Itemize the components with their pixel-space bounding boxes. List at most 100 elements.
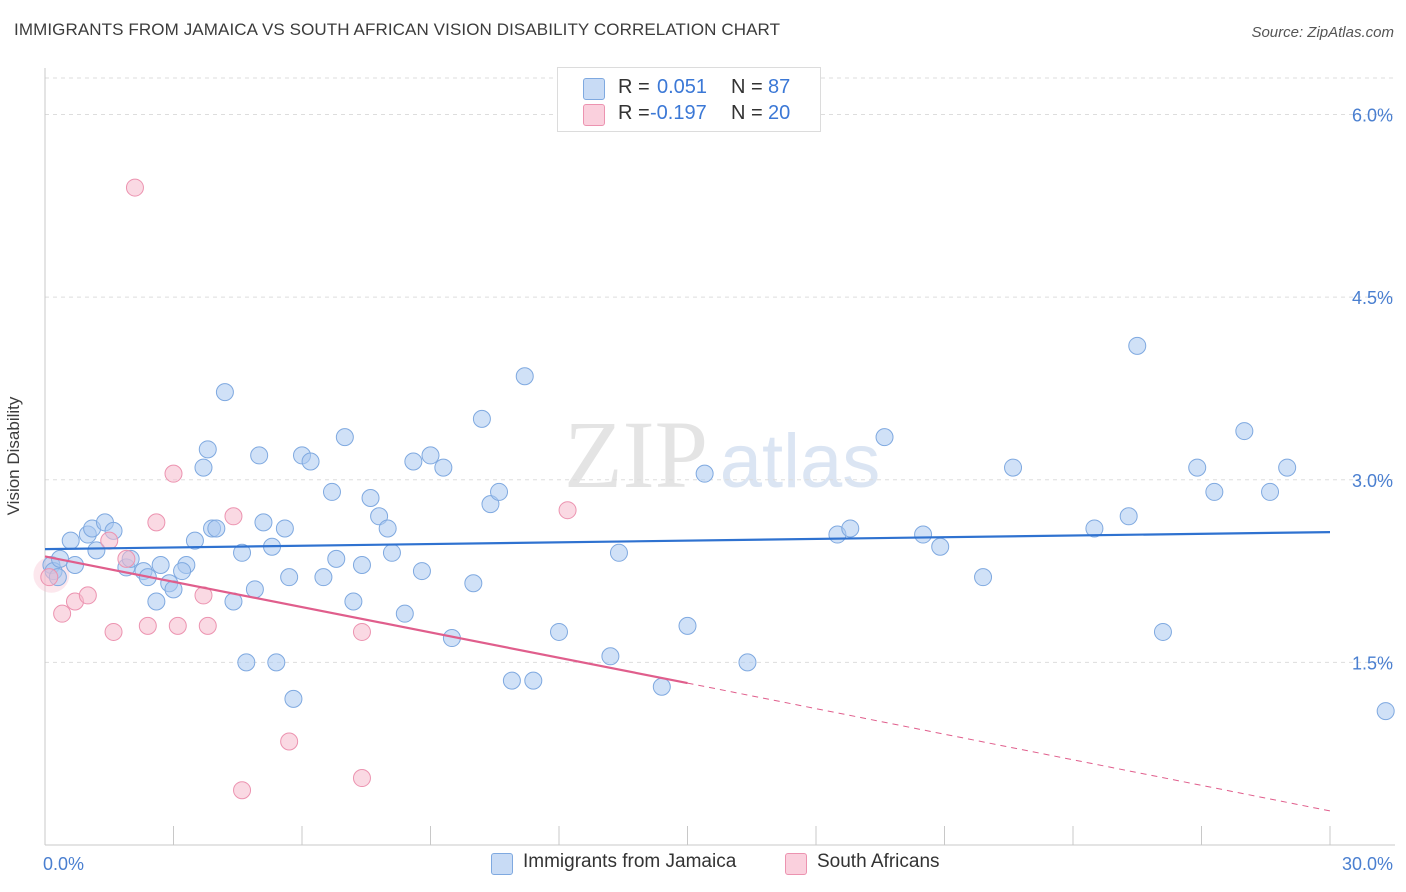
south-african-point bbox=[78, 586, 97, 605]
watermark-zip: ZIP bbox=[564, 401, 708, 508]
y-tick-label: 6.0% bbox=[1352, 106, 1393, 126]
jamaica-point bbox=[395, 604, 414, 623]
jamaica-point bbox=[237, 653, 256, 672]
chart-title: IMMIGRANTS FROM JAMAICA VS SOUTH AFRICAN… bbox=[14, 20, 781, 39]
jamaica-point bbox=[1004, 458, 1023, 477]
points-layer bbox=[33, 178, 1395, 800]
jamaica-point bbox=[652, 677, 671, 696]
jamaica-point bbox=[198, 440, 217, 459]
legend-r-label: R = bbox=[618, 102, 650, 124]
south-african-point bbox=[117, 549, 136, 568]
legend-swatch-south-africans bbox=[583, 104, 605, 126]
south-african-point bbox=[125, 178, 144, 197]
jamaica-point bbox=[185, 531, 204, 550]
south-african-point bbox=[558, 501, 577, 520]
jamaica-point bbox=[464, 574, 483, 593]
south-african-point bbox=[352, 622, 371, 641]
jamaica-point bbox=[524, 671, 543, 690]
jamaica-point bbox=[472, 409, 491, 428]
jamaica-point bbox=[314, 568, 333, 587]
south-african-point bbox=[53, 604, 72, 623]
jamaica-point bbox=[434, 458, 453, 477]
jamaica-point bbox=[841, 519, 860, 538]
jamaica-point bbox=[875, 428, 894, 447]
south-african-point bbox=[233, 781, 252, 800]
legend-n-label: N = bbox=[731, 76, 763, 98]
jamaica-point bbox=[65, 555, 84, 574]
legend-swatch-jamaica bbox=[583, 78, 605, 100]
jamaica-point bbox=[147, 592, 166, 611]
bottom-legend-swatch-jamaica bbox=[491, 853, 513, 875]
jamaica-point bbox=[382, 543, 401, 562]
jamaica-point bbox=[327, 549, 346, 568]
jamaica-point bbox=[322, 482, 341, 501]
correlation-legend: R = 0.051 N = 87 R = -0.197 N = 20 bbox=[557, 67, 821, 132]
jamaica-point bbox=[1153, 622, 1172, 641]
jamaica-point bbox=[695, 464, 714, 483]
south-african-point bbox=[224, 507, 243, 526]
tick-label-layer: 1.5% 3.0% 4.5% 6.0% 0.0% 30.0% bbox=[43, 106, 1393, 874]
jamaica-point bbox=[370, 507, 389, 526]
jamaica-point bbox=[207, 519, 226, 538]
jamaica-point bbox=[233, 543, 252, 562]
y-tick-label: 1.5% bbox=[1352, 653, 1393, 673]
jamaica-point bbox=[601, 647, 620, 666]
south-african-point bbox=[168, 616, 187, 635]
legend-row-south-africans: R = -0.197 N = 20 bbox=[558, 101, 820, 127]
south-african-point bbox=[138, 616, 157, 635]
jamaica-point bbox=[931, 537, 950, 556]
x-tick-label-min: 0.0% bbox=[43, 854, 84, 874]
jamaica-point bbox=[1188, 458, 1207, 477]
south-african-point bbox=[147, 513, 166, 532]
jamaica-point bbox=[550, 622, 568, 641]
jamaica-point bbox=[250, 446, 269, 465]
jamaica-point bbox=[481, 495, 500, 514]
y-tick-label: 3.0% bbox=[1352, 471, 1393, 491]
south-african-point bbox=[40, 568, 59, 587]
jamaica-point bbox=[245, 580, 264, 599]
south-african-point bbox=[104, 622, 123, 641]
jamaica-point bbox=[609, 543, 628, 562]
source-label: Source: ZipAtlas.com bbox=[1251, 24, 1394, 41]
jamaica-point bbox=[280, 568, 299, 587]
jamaica-point bbox=[1085, 519, 1104, 538]
jamaica-point bbox=[61, 531, 80, 550]
jamaica-point bbox=[1205, 482, 1224, 501]
jamaica-point bbox=[215, 383, 234, 402]
jamaica-point bbox=[87, 541, 106, 560]
jamaica-point bbox=[151, 555, 170, 574]
legend-r-value: 0.051 bbox=[657, 76, 708, 98]
jamaica-point bbox=[738, 653, 757, 672]
jamaica-point bbox=[678, 616, 697, 635]
bottom-legend-label-south-africans: South Africans bbox=[817, 851, 940, 872]
y-tick-label: 4.5% bbox=[1352, 288, 1393, 308]
bottom-legend-label-jamaica: Immigrants from Jamaica bbox=[523, 851, 737, 872]
grid-layer bbox=[45, 77, 1395, 663]
jamaica-point bbox=[1261, 482, 1280, 501]
jamaica-point bbox=[502, 671, 521, 690]
watermark-atlas: atlas bbox=[720, 419, 881, 504]
trend-layer bbox=[44, 531, 1331, 812]
jamaica-point bbox=[378, 519, 397, 538]
legend-row-jamaica: R = 0.051 N = 87 bbox=[558, 75, 820, 101]
jamaica-point bbox=[421, 446, 440, 465]
jamaica-point bbox=[412, 562, 431, 581]
jamaica-point bbox=[1128, 336, 1147, 355]
jamaica-trend-line bbox=[44, 531, 1331, 551]
jamaica-point bbox=[515, 367, 534, 386]
jamaica-point bbox=[1376, 702, 1395, 721]
south-african-point bbox=[164, 464, 183, 483]
jamaica-point bbox=[254, 513, 273, 532]
south-african-point bbox=[280, 732, 299, 751]
legend-r-value: -0.197 bbox=[650, 102, 707, 124]
legend-n-value: 87 bbox=[768, 76, 791, 98]
jamaica-point bbox=[404, 452, 423, 471]
jamaica-point bbox=[194, 458, 213, 477]
jamaica-point bbox=[1235, 422, 1254, 441]
jamaica-point bbox=[267, 653, 286, 672]
x-tick-label-max: 30.0% bbox=[1342, 854, 1393, 874]
jamaica-point bbox=[361, 489, 380, 508]
south-african-trend-extrapolation bbox=[687, 682, 1331, 812]
legend-n-label: N = bbox=[731, 102, 763, 124]
